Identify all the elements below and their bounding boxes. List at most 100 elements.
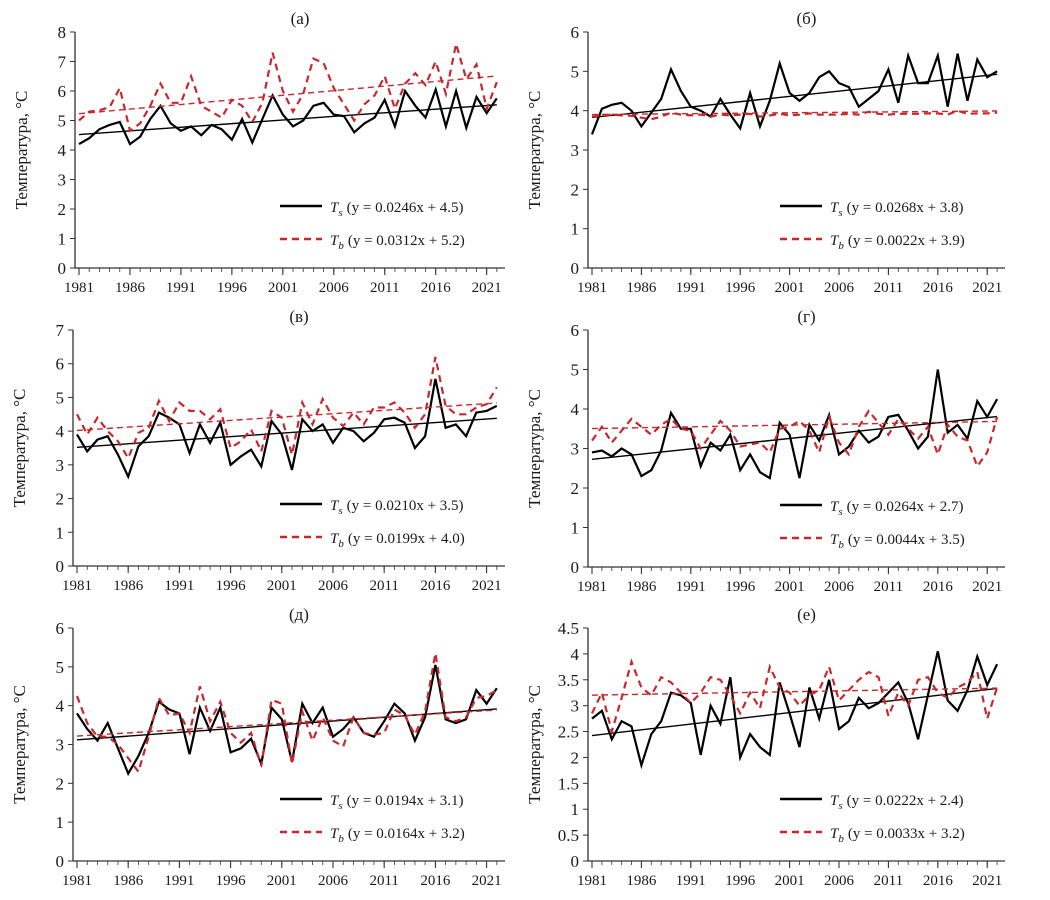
legend-item-tb: Tb (y = 0.0022x + 3.9) bbox=[780, 233, 965, 252]
y-tick-label: 5 bbox=[58, 112, 67, 131]
chart-panel-5: (д) Температура, °С 0 1 2 3 4 5 6 1981 1986 1991 199… bbox=[10, 605, 505, 889]
x-tick-label: 1991 bbox=[164, 873, 194, 889]
series-line-ts bbox=[591, 369, 999, 480]
y-tick-label: 3 bbox=[571, 440, 580, 459]
y-tick-label: 6 bbox=[56, 619, 65, 638]
y-tick-label: 2.5 bbox=[558, 723, 579, 742]
chart-panel-6: (е) Температура, °С 0 0.5 1 1.5 2 2.5 3 3.5 4 4.5 19… bbox=[525, 605, 1005, 889]
x-tick-label: 2021 bbox=[972, 579, 1002, 595]
chart-panel-2: (б) Температура, °С 0 1 2 3 4 5 6 1981 1986 1991 199… bbox=[525, 9, 1005, 296]
legend-symbol: T bbox=[830, 826, 840, 842]
legend-equation: (y = 0.0268x + 3.8) bbox=[847, 200, 964, 216]
y-tick-label: 1 bbox=[571, 519, 580, 538]
y-tick-label: 3 bbox=[571, 697, 580, 716]
x-tick-label: 2011 bbox=[369, 578, 398, 594]
x-tick-label: 1996 bbox=[217, 280, 248, 296]
y-tick-label: 2 bbox=[56, 774, 65, 793]
x-tick-label: 2011 bbox=[370, 280, 399, 296]
panel-title: (а) bbox=[291, 9, 310, 28]
legend-subscript: s bbox=[338, 505, 342, 517]
legend-equation: (y = 0.0222x + 2.4) bbox=[847, 793, 964, 809]
y-tick-label: 7 bbox=[58, 53, 67, 72]
x-tick-label: 2006 bbox=[318, 578, 349, 594]
x-tick-label: 2001 bbox=[267, 873, 297, 889]
y-tick-label: 1 bbox=[571, 220, 580, 239]
x-tick-label: 1991 bbox=[676, 579, 706, 595]
x-tick-label: 2016 bbox=[923, 873, 954, 889]
x-tick-label: 2006 bbox=[824, 873, 855, 889]
legend-label: Tb (y = 0.0164x + 3.2) bbox=[330, 826, 465, 845]
legend-subscript: s bbox=[838, 506, 842, 518]
series-line-ts bbox=[76, 664, 498, 777]
x-tick-label: 1996 bbox=[725, 579, 756, 595]
trend-line-tb bbox=[76, 402, 497, 432]
panel-title: (в) bbox=[289, 307, 308, 326]
series-line-ts bbox=[591, 651, 999, 770]
legend-item-tb: Tb (y = 0.0164x + 3.2) bbox=[280, 826, 465, 845]
x-tick-label: 2021 bbox=[472, 873, 502, 889]
trend-line-ts bbox=[591, 415, 998, 461]
legend-label: Tb (y = 0.0033x + 3.2) bbox=[830, 826, 965, 845]
x-tick-label: 1986 bbox=[626, 873, 657, 889]
series-line-ts bbox=[590, 51, 998, 135]
x-tick-label: 2011 bbox=[874, 280, 903, 296]
y-axis-label: Температура, °С bbox=[525, 685, 544, 804]
x-tick-label: 2016 bbox=[421, 280, 452, 296]
y-tick-label: 0 bbox=[571, 558, 580, 577]
legend-symbol: T bbox=[330, 498, 340, 514]
x-tick-label: 2021 bbox=[472, 578, 502, 594]
y-tick-label: 4 bbox=[571, 400, 580, 419]
trend-line-ts bbox=[78, 104, 497, 136]
x-tick-label: 2016 bbox=[923, 579, 954, 595]
y-tick-label: 8 bbox=[58, 23, 67, 42]
trend-line-tb bbox=[591, 110, 998, 116]
legend-symbol: T bbox=[330, 826, 340, 842]
x-tick-label: 2011 bbox=[874, 579, 903, 595]
y-tick-label: 4 bbox=[56, 697, 65, 716]
y-tick-label: 4 bbox=[56, 422, 65, 441]
legend-label: Ts (y = 0.0246x + 4.5) bbox=[330, 200, 464, 219]
x-tick-label: 2016 bbox=[923, 280, 954, 296]
series-line-ts bbox=[78, 85, 498, 146]
legend-symbol: T bbox=[330, 200, 340, 216]
legend-equation: (y = 0.0033x + 3.2) bbox=[848, 826, 965, 842]
legend-subscript: s bbox=[338, 207, 342, 219]
trend-line-ts bbox=[76, 417, 497, 448]
x-tick-label: 2001 bbox=[775, 579, 805, 595]
series-line-tb bbox=[76, 356, 498, 461]
x-tick-label: 1996 bbox=[725, 280, 756, 296]
series-line-tb bbox=[75, 653, 498, 775]
y-tick-label: 6 bbox=[56, 355, 65, 374]
legend-symbol: T bbox=[330, 793, 340, 809]
legend-item-ts: Ts (y = 0.0222x + 2.4) bbox=[780, 793, 964, 812]
y-tick-label: 5 bbox=[56, 388, 65, 407]
y-tick-label: 6 bbox=[571, 23, 580, 42]
x-tick-label: 2006 bbox=[319, 280, 350, 296]
y-axis-label: Температура, °С bbox=[10, 389, 29, 508]
x-tick-label: 1991 bbox=[676, 873, 706, 889]
legend-subscript: b bbox=[338, 833, 344, 845]
x-tick-label: 1981 bbox=[64, 280, 94, 296]
x-tick-label: 2016 bbox=[420, 578, 451, 594]
x-tick-label: 2016 bbox=[420, 873, 451, 889]
x-tick-label: 1986 bbox=[626, 280, 657, 296]
y-tick-label: 3 bbox=[58, 171, 67, 190]
x-tick-label: 1986 bbox=[113, 873, 144, 889]
series-line-ts bbox=[76, 378, 498, 480]
legend-symbol: T bbox=[830, 233, 840, 249]
legend-symbol: T bbox=[330, 531, 340, 547]
y-tick-label: 2 bbox=[56, 490, 65, 509]
legend-label: Tb (y = 0.0044x + 3.5) bbox=[830, 532, 965, 551]
legend-label: Ts (y = 0.0194x + 3.1) bbox=[330, 793, 464, 812]
y-tick-label: 0 bbox=[571, 259, 580, 278]
legend-subscript: s bbox=[838, 207, 842, 219]
legend-subscript: b bbox=[838, 539, 844, 551]
y-tick-label: 3.5 bbox=[558, 671, 579, 690]
legend-label: Ts (y = 0.0264x + 2.7) bbox=[830, 499, 964, 518]
legend-subscript: s bbox=[838, 800, 842, 812]
x-tick-label: 2001 bbox=[268, 280, 298, 296]
y-tick-label: 5 bbox=[571, 361, 580, 380]
y-tick-label: 3 bbox=[571, 141, 580, 160]
chart-panel-1: (а) Температура, °С 0 1 2 3 4 5 6 7 8 1981 1986 1991 1… bbox=[12, 9, 505, 296]
